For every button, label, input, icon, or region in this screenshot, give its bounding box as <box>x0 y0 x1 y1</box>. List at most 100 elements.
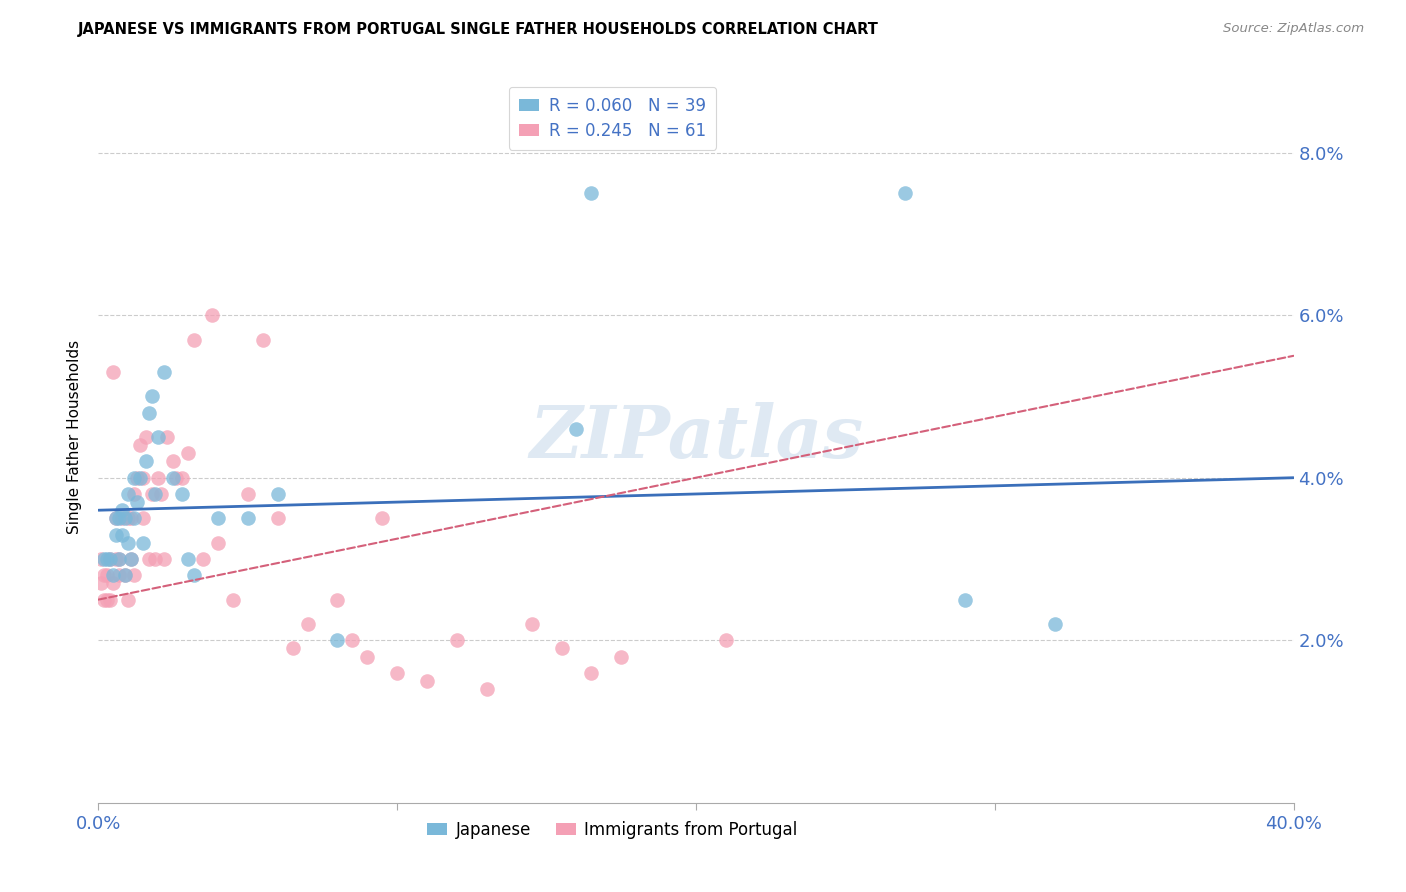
Point <box>172 471 194 485</box>
Point <box>183 568 205 582</box>
Point <box>446 633 468 648</box>
Point <box>124 487 146 501</box>
Point <box>114 568 136 582</box>
Point <box>138 406 160 420</box>
Point <box>953 592 976 607</box>
Point <box>96 568 118 582</box>
Point <box>120 552 142 566</box>
Point <box>93 552 115 566</box>
Point <box>207 511 229 525</box>
Point <box>108 552 131 566</box>
Point <box>103 365 125 379</box>
Point <box>103 568 125 582</box>
Text: JAPANESE VS IMMIGRANTS FROM PORTUGAL SINGLE FATHER HOUSEHOLDS CORRELATION CHART: JAPANESE VS IMMIGRANTS FROM PORTUGAL SIN… <box>77 22 879 37</box>
Legend: Japanese, Immigrants from Portugal: Japanese, Immigrants from Portugal <box>420 814 804 846</box>
Point <box>90 552 112 566</box>
Text: Source: ZipAtlas.com: Source: ZipAtlas.com <box>1223 22 1364 36</box>
Point <box>326 592 349 607</box>
Point <box>132 471 155 485</box>
Point <box>207 535 229 549</box>
Point <box>105 552 128 566</box>
Point <box>127 495 149 509</box>
Point <box>93 568 115 582</box>
Point <box>117 487 139 501</box>
Point <box>117 592 139 607</box>
Point <box>141 389 163 403</box>
Point <box>162 454 184 468</box>
Point <box>371 511 394 525</box>
Point <box>385 665 409 680</box>
Point <box>138 552 160 566</box>
Point <box>201 308 224 322</box>
Point <box>132 535 155 549</box>
Point <box>236 487 259 501</box>
Point <box>416 673 439 688</box>
Point <box>135 454 157 468</box>
Point <box>165 471 187 485</box>
Point <box>98 592 122 607</box>
Point <box>132 511 155 525</box>
Point <box>183 333 205 347</box>
Point <box>236 511 259 525</box>
Point <box>475 681 498 696</box>
Point <box>141 487 163 501</box>
Point <box>90 576 112 591</box>
Point <box>610 649 633 664</box>
Point <box>108 511 131 525</box>
Point <box>127 471 149 485</box>
Point <box>581 186 603 201</box>
Point <box>117 511 139 525</box>
Point <box>114 568 136 582</box>
Point <box>172 487 194 501</box>
Point <box>153 365 176 379</box>
Point <box>714 633 737 648</box>
Point <box>1043 617 1066 632</box>
Point <box>105 511 128 525</box>
Point <box>96 592 118 607</box>
Point <box>93 592 115 607</box>
Point <box>267 511 290 525</box>
Point <box>124 471 146 485</box>
Point <box>117 535 139 549</box>
Point <box>326 633 349 648</box>
Point <box>281 641 304 656</box>
Point <box>177 446 200 460</box>
Point <box>177 552 200 566</box>
Point <box>98 552 122 566</box>
Y-axis label: Single Father Households: Single Father Households <box>67 340 83 534</box>
Point <box>108 568 131 582</box>
Point <box>124 568 146 582</box>
Point <box>129 471 152 485</box>
Point <box>120 511 142 525</box>
Point <box>96 552 118 566</box>
Point <box>143 487 166 501</box>
Point <box>111 503 134 517</box>
Point <box>342 633 364 648</box>
Point <box>105 527 128 541</box>
Point <box>520 617 543 632</box>
Point <box>124 511 146 525</box>
Point <box>150 487 173 501</box>
Point <box>894 186 917 201</box>
Point <box>135 430 157 444</box>
Point <box>111 527 134 541</box>
Point <box>252 333 274 347</box>
Point <box>297 617 319 632</box>
Point <box>111 511 134 525</box>
Point <box>98 552 122 566</box>
Point <box>105 511 128 525</box>
Point <box>267 487 290 501</box>
Point <box>156 430 179 444</box>
Point <box>108 552 131 566</box>
Point <box>148 430 170 444</box>
Point <box>148 471 170 485</box>
Point <box>356 649 378 664</box>
Point <box>191 552 214 566</box>
Point <box>581 665 603 680</box>
Point <box>129 438 152 452</box>
Point <box>162 471 184 485</box>
Point <box>143 552 166 566</box>
Text: ZIPatlas: ZIPatlas <box>529 401 863 473</box>
Point <box>120 552 142 566</box>
Point <box>153 552 176 566</box>
